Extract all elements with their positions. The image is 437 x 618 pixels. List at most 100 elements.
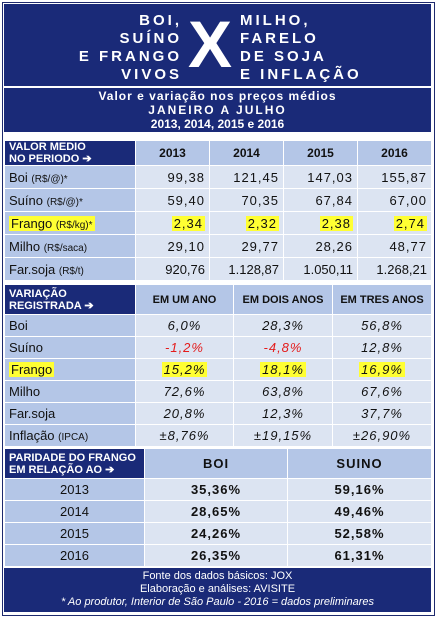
- table-row-highlighted: Frango (R$/kg)* 2,34 2,32 2,38 2,74: [4, 211, 432, 235]
- parity-cell: 24,26%: [144, 522, 288, 545]
- footer-source: Fonte dos dados básicos: JOX: [142, 570, 293, 582]
- price-cell: 1.128,87: [209, 257, 284, 281]
- year-header: 2014: [209, 140, 284, 166]
- price-cell: 2,34: [135, 211, 210, 235]
- title-left-line: VIVOS: [121, 66, 182, 83]
- row-label: Far.soja (R$/t): [4, 257, 136, 281]
- year-header: 2013: [135, 140, 210, 166]
- variation-header-label: VARIAÇÃO REGISTRADA ➔: [4, 284, 136, 315]
- table-row: Boi 6,0% 28,3% 56,8%: [4, 314, 432, 337]
- price-cell: 2,74: [357, 211, 432, 235]
- price-cell: 1.050,11: [283, 257, 358, 281]
- arrow-right-icon: ➔: [84, 299, 94, 312]
- footer-footnote: * Ao produtor, Interior de São Paulo - 2…: [61, 596, 374, 608]
- title-versus-x: X: [187, 7, 233, 81]
- parity-cell: 26,35%: [144, 544, 288, 567]
- subtitle-line: Valor e variação nos preços médios: [98, 89, 337, 103]
- row-label: Milho (R$/saca): [4, 234, 136, 258]
- variation-cell: 6,0%: [135, 314, 234, 337]
- price-cell: 99,38: [135, 165, 210, 189]
- table-row: Milho (R$/saca) 29,10 29,77 28,26 48,77: [4, 234, 432, 258]
- variation-cell: 28,3%: [233, 314, 333, 337]
- header-label-line: EM RELAÇÃO AO: [9, 463, 103, 476]
- price-cell: 28,26: [283, 234, 358, 258]
- header-label-line: NO PERIODO: [9, 153, 80, 165]
- title-left-line: SUÍNO: [119, 30, 182, 47]
- title-left: BOI, SUÍNO E FRANGO VIVOS: [4, 12, 182, 84]
- year-label: 2015: [4, 522, 145, 545]
- row-label: Far.soja: [4, 402, 136, 425]
- price-cell: 2,38: [283, 211, 358, 235]
- table-row: Far.soja (R$/t) 920,76 1.128,87 1.050,11…: [4, 257, 432, 281]
- period-header: EM DOIS ANOS: [233, 284, 333, 315]
- row-label: Frango (R$/kg)*: [4, 211, 136, 235]
- variation-cell: ±26,90%: [332, 424, 432, 447]
- title-banner: BOI, SUÍNO E FRANGO VIVOS X MILHO, FAREL…: [4, 4, 431, 86]
- year-label: 2016: [4, 544, 145, 567]
- prices-table: VALOR MEDIO NO PERIODO ➔ 2013 2014 2015 …: [4, 140, 432, 281]
- header-label-line: PARIDADE DO FRANGO: [9, 451, 136, 464]
- price-cell: 59,40: [135, 188, 210, 212]
- price-cell: 29,10: [135, 234, 210, 258]
- parity-column-header: BOI: [144, 448, 288, 479]
- price-cell: 29,77: [209, 234, 284, 258]
- row-label: Suíno (R$/@)*: [4, 188, 136, 212]
- variation-cell: 12,3%: [233, 402, 333, 425]
- parity-cell: 61,31%: [287, 544, 432, 567]
- title-left-line: E FRANGO: [78, 48, 182, 65]
- variation-header-row: VARIAÇÃO REGISTRADA ➔ EM UM ANO EM DOIS …: [4, 284, 432, 315]
- parity-cell: 52,58%: [287, 522, 432, 545]
- title-right-line: DE SOJA: [240, 48, 327, 65]
- year-header: 2016: [357, 140, 432, 166]
- variation-cell: 37,7%: [332, 402, 432, 425]
- title-right-line: E INFLAÇÃO: [240, 66, 362, 83]
- header-label-line: VALOR MEDIO: [9, 141, 86, 154]
- arrow-right-icon: ➔: [82, 153, 92, 165]
- year-label: 2013: [4, 478, 145, 501]
- row-label: Milho: [4, 380, 136, 403]
- subtitle-years: 2013, 2014, 2015 e 2016: [150, 117, 285, 131]
- parity-column-header: SUINO: [287, 448, 432, 479]
- variation-cell: 20,8%: [135, 402, 234, 425]
- price-cell: 155,87: [357, 165, 432, 189]
- table-row: 2014 28,65% 49,46%: [4, 500, 432, 523]
- price-cell: 67,00: [357, 188, 432, 212]
- table-row: Boi (R$/@)* 99,38 121,45 147,03 155,87: [4, 165, 432, 189]
- variation-cell: 56,8%: [332, 314, 432, 337]
- table-row-highlighted: Frango 15,2% 18,1% 16,9%: [4, 358, 432, 381]
- parity-cell: 28,65%: [144, 500, 288, 523]
- variation-cell: ±8,76%: [135, 424, 234, 447]
- footer-notes: Fonte dos dados básicos: JOX Elaboração …: [4, 568, 431, 612]
- variation-cell-negative: -1,2%: [135, 336, 234, 359]
- period-header: EM UM ANO: [135, 284, 234, 315]
- prices-header-row: VALOR MEDIO NO PERIODO ➔ 2013 2014 2015 …: [4, 140, 432, 166]
- parity-cell: 35,36%: [144, 478, 288, 501]
- price-cell: 70,35: [209, 188, 284, 212]
- arrow-right-icon: ➔: [105, 463, 115, 476]
- variation-cell: 18,1%: [233, 358, 333, 381]
- year-label: 2014: [4, 500, 145, 523]
- header-label-line: VARIAÇÃO: [9, 287, 67, 300]
- table-row: Far.soja 20,8% 12,3% 37,7%: [4, 402, 432, 425]
- row-label: Boi (R$/@)*: [4, 165, 136, 189]
- variation-cell: 67,6%: [332, 380, 432, 403]
- title-left-line: BOI,: [139, 12, 182, 29]
- variation-table: VARIAÇÃO REGISTRADA ➔ EM UM ANO EM DOIS …: [4, 284, 432, 447]
- year-header: 2015: [283, 140, 358, 166]
- title-right-line: FARELO: [240, 30, 319, 47]
- subtitle-banner: Valor e variação nos preços médios JANEI…: [4, 88, 431, 132]
- parity-cell: 59,16%: [287, 478, 432, 501]
- price-cell: 2,32: [209, 211, 284, 235]
- title-right: MILHO, FARELO DE SOJA E INFLAÇÃO: [240, 12, 430, 84]
- variation-cell: ±19,15%: [233, 424, 333, 447]
- price-cell: 67,84: [283, 188, 358, 212]
- row-label: Inflação (IPCA): [4, 424, 136, 447]
- variation-cell: 15,2%: [135, 358, 234, 381]
- table-row: Suíno (R$/@)* 59,40 70,35 67,84 67,00: [4, 188, 432, 212]
- title-right-line: MILHO,: [240, 12, 311, 29]
- table-row: Suíno -1,2% -4,8% 12,8%: [4, 336, 432, 359]
- prices-header-label: VALOR MEDIO NO PERIODO ➔: [4, 140, 136, 166]
- parity-header-label: PARIDADE DO FRANGO EM RELAÇÃO AO ➔: [4, 448, 145, 479]
- variation-cell: 12,8%: [332, 336, 432, 359]
- footer-credits: Elaboração e análises: AVISITE: [139, 583, 296, 595]
